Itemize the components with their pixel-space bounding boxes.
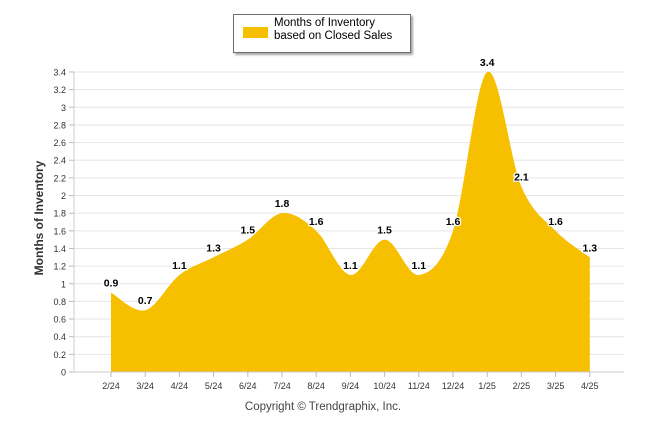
- x-tick-label: 8/24: [307, 381, 325, 391]
- y-tick-label: 2.4: [53, 156, 66, 166]
- y-tick-label: 0.2: [53, 350, 66, 360]
- x-tick-label: 2/25: [513, 381, 531, 391]
- x-tick-label: 11/24: [408, 381, 430, 391]
- data-label: 1.6: [309, 216, 324, 228]
- y-tick-label: 0.6: [53, 315, 66, 325]
- y-tick-label: 2.2: [53, 173, 66, 183]
- y-tick-label: 3.2: [53, 85, 66, 95]
- y-tick-label: 3.4: [53, 68, 66, 78]
- x-tick-label: 1/25: [478, 381, 496, 391]
- axes: [73, 72, 624, 373]
- data-label: 0.7: [138, 295, 153, 307]
- x-tick-label: 3/25: [547, 381, 565, 391]
- copyright-text: Copyright © Trendgraphix, Inc.: [244, 401, 402, 413]
- x-tick-label: 2/24: [102, 381, 120, 391]
- y-tick-label: 3: [61, 103, 66, 113]
- data-label: 3.4: [480, 57, 495, 69]
- x-tick-label: 5/24: [205, 381, 223, 391]
- data-label: 1.3: [206, 242, 221, 254]
- x-tick-labels: 2/24 3/24 4/24 5/24 6/24 7/24 8/24 9/24 10/24 11/…: [102, 372, 599, 391]
- y-tick-label: 2: [61, 191, 66, 201]
- y-tick-label: 2.8: [53, 120, 66, 130]
- y-tick-label: 0.8: [53, 297, 66, 307]
- x-tick-label: 4/25: [581, 381, 599, 391]
- y-tick-label: 0.4: [53, 332, 66, 342]
- x-tick-label: 3/24: [136, 381, 154, 391]
- x-tick-label: 9/24: [342, 381, 360, 391]
- y-tick-label: 1.4: [53, 244, 66, 254]
- y-tick-label: 0: [61, 368, 66, 378]
- x-tick-label: 12/24: [442, 381, 465, 391]
- legend: Months of Inventory based on Closed Sale…: [233, 14, 411, 53]
- data-label: 1.5: [240, 225, 255, 237]
- data-label: 0.9: [104, 278, 119, 290]
- legend-swatch: [243, 27, 268, 38]
- data-label: 1.1: [411, 260, 426, 272]
- y-tick-label: 2.6: [53, 138, 66, 148]
- data-label: 1.1: [343, 260, 358, 272]
- data-label: 1.3: [582, 242, 597, 254]
- data-label: 1.5: [377, 225, 392, 237]
- y-tick-label: 1.8: [53, 209, 66, 219]
- data-label: 1.8: [275, 198, 290, 210]
- area-layer: [111, 71, 590, 373]
- data-labels: 0.9 0.7 1.1 1.3 1.5 1.8 1.6 1.1 1.5 1.1 1.6 3.4 2.1 1…: [102, 56, 598, 309]
- data-label: 1.6: [548, 216, 563, 228]
- data-label: 2.1: [514, 172, 529, 184]
- y-tick-label: 1.6: [53, 226, 66, 236]
- legend-label: Months of Inventory based on Closed Sale…: [274, 17, 393, 42]
- x-tick-label: 7/24: [273, 381, 291, 391]
- data-label: 1.6: [446, 216, 461, 228]
- y-tick-labels: 0 0.2 0.4 0.6 0.8 1 1.2 1.4 1.6 1.8 2 2.2 2.4 2.6 2.8 3…: [53, 68, 66, 378]
- y-tick-label: 1.2: [53, 262, 66, 272]
- x-tick-label: 10/24: [373, 381, 396, 391]
- series-area: [111, 71, 590, 373]
- y-tick-label: 1: [61, 279, 66, 289]
- x-tick-label: 4/24: [171, 381, 189, 391]
- x-tick-label: 6/24: [239, 381, 257, 391]
- y-axis-label: Months of Inventory: [32, 160, 46, 275]
- data-label: 1.1: [172, 260, 187, 272]
